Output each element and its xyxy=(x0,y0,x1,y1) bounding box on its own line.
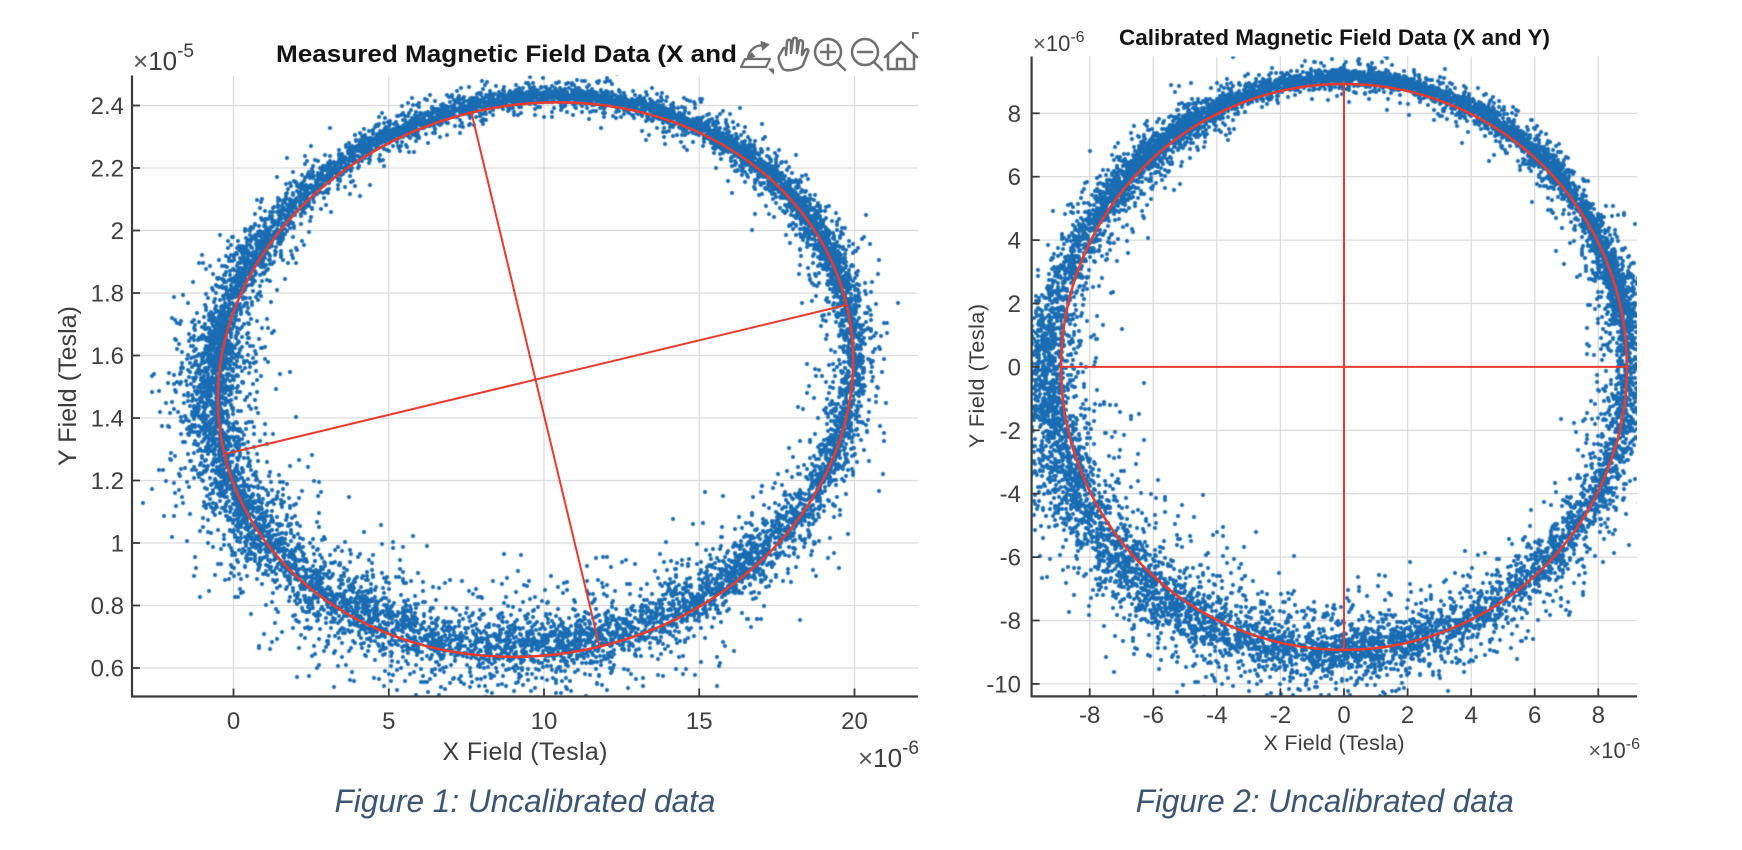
svg-text:1.4: 1.4 xyxy=(91,406,124,433)
svg-text:Figure 2: Uncalibrated data: Figure 2: Uncalibrated data xyxy=(1136,783,1514,819)
svg-text:×10-6: ×10-6 xyxy=(858,738,919,773)
svg-text:2: 2 xyxy=(1401,702,1414,729)
svg-text:0: 0 xyxy=(227,708,240,735)
svg-text:8: 8 xyxy=(1592,702,1605,729)
svg-text:0: 0 xyxy=(1337,702,1350,729)
svg-text:6: 6 xyxy=(1008,164,1021,191)
svg-text:×10-5: ×10-5 xyxy=(133,41,194,76)
svg-text:2.4: 2.4 xyxy=(91,93,124,120)
svg-text:Measured Magnetic Field Data (: Measured Magnetic Field Data (X and xyxy=(276,41,737,68)
svg-text:0.6: 0.6 xyxy=(91,656,124,683)
svg-text:-4: -4 xyxy=(1000,481,1021,508)
svg-text:-10: -10 xyxy=(986,671,1021,698)
svg-text:1.8: 1.8 xyxy=(91,281,124,308)
svg-text:20: 20 xyxy=(841,708,868,735)
svg-text:2.2: 2.2 xyxy=(91,156,124,183)
svg-text:Y Field (Tesla): Y Field (Tesla) xyxy=(965,304,989,448)
svg-text:2: 2 xyxy=(1008,291,1021,318)
svg-text:0.8: 0.8 xyxy=(91,593,124,620)
svg-text:-6: -6 xyxy=(1143,702,1164,729)
svg-text:10: 10 xyxy=(531,708,558,735)
svg-text:-8: -8 xyxy=(1079,702,1100,729)
svg-text:4: 4 xyxy=(1008,228,1021,255)
svg-text:6: 6 xyxy=(1528,702,1541,729)
svg-text:X Field (Tesla): X Field (Tesla) xyxy=(443,738,608,766)
svg-text:4: 4 xyxy=(1465,702,1478,729)
svg-text:-2: -2 xyxy=(1000,418,1021,445)
svg-text:1: 1 xyxy=(111,531,124,558)
svg-text:2: 2 xyxy=(111,218,124,245)
svg-text:Calibrated Magnetic Field Data: Calibrated Magnetic Field Data (X and Y) xyxy=(1119,25,1550,50)
svg-text:15: 15 xyxy=(686,708,713,735)
svg-text:-6: -6 xyxy=(1000,545,1021,572)
svg-text:-2: -2 xyxy=(1270,702,1291,729)
svg-text:8: 8 xyxy=(1008,101,1021,128)
svg-text:0: 0 xyxy=(1008,354,1021,381)
svg-text:×10-6: ×10-6 xyxy=(1033,29,1085,56)
svg-text:5: 5 xyxy=(382,708,395,735)
svg-text:Y Field (Tesla): Y Field (Tesla) xyxy=(54,306,82,466)
svg-text:1.6: 1.6 xyxy=(91,343,124,370)
svg-text:1.2: 1.2 xyxy=(91,468,124,495)
svg-text:X Field (Tesla): X Field (Tesla) xyxy=(1264,731,1405,755)
svg-text:-4: -4 xyxy=(1206,702,1227,729)
svg-text:Figure 1: Uncalibrated data: Figure 1: Uncalibrated data xyxy=(335,783,716,819)
svg-text:-8: -8 xyxy=(1000,608,1021,635)
